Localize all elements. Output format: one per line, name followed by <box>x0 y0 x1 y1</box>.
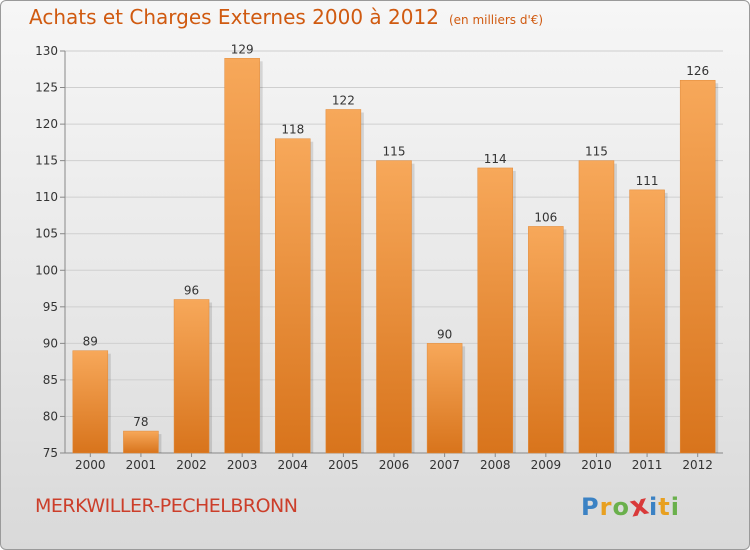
value-label-2009: 106 <box>534 210 557 224</box>
chart-title-text: Achats et Charges Externes 2000 à 2012 <box>29 5 439 29</box>
logo-letter: r <box>599 493 613 521</box>
value-label-2008: 114 <box>484 152 507 166</box>
x-tick-label-2002: 2002 <box>176 458 207 472</box>
x-tick-label-2004: 2004 <box>277 458 308 472</box>
y-tick-label: 100 <box>35 263 58 277</box>
bar-2005 <box>325 109 362 454</box>
value-label-2010: 115 <box>585 145 608 159</box>
value-label-2000: 89 <box>83 335 98 349</box>
y-tick-label: 125 <box>35 81 58 95</box>
x-tick-label-2009: 2009 <box>531 458 562 472</box>
logo-letter: o <box>612 493 630 521</box>
value-label-2007: 90 <box>437 327 452 341</box>
bar-2011 <box>629 189 665 454</box>
value-label-2003: 129 <box>231 42 254 56</box>
bar-2001 <box>123 430 159 454</box>
y-tick-label: 130 <box>35 44 58 58</box>
bar-2010 <box>578 160 615 454</box>
chart-title: Achats et Charges Externes 2000 à 2012 (e… <box>29 5 543 29</box>
y-tick-label: 85 <box>43 373 58 387</box>
bar-2006 <box>376 160 412 454</box>
logo-letter: i <box>649 493 659 521</box>
x-tick-label-2001: 2001 <box>126 458 157 472</box>
x-tick-label-2012: 2012 <box>682 458 713 472</box>
x-tick-label-2008: 2008 <box>480 458 511 472</box>
bar-2009 <box>528 226 564 454</box>
y-tick-label: 90 <box>43 336 58 350</box>
y-tick-label: 80 <box>43 409 58 423</box>
bar-2002 <box>173 299 210 454</box>
x-tick-label-2006: 2006 <box>379 458 410 472</box>
commune-name: MERKWILLER-PECHELBRONN <box>35 495 298 517</box>
value-label-2012: 126 <box>686 64 709 78</box>
value-label-2001: 78 <box>133 415 148 429</box>
proxiti-logo: Proxiti <box>581 487 680 523</box>
x-tick-label-2000: 2000 <box>75 458 106 472</box>
x-tick-label-2010: 2010 <box>581 458 612 472</box>
bar-2003 <box>224 58 260 454</box>
y-tick-label: 75 <box>43 446 58 460</box>
value-label-2005: 122 <box>332 93 355 107</box>
y-tick-label: 110 <box>35 190 58 204</box>
y-tick-label: 120 <box>35 117 58 131</box>
y-tick-label: 115 <box>35 154 58 168</box>
bar-2012 <box>679 79 716 454</box>
y-tick-label: 105 <box>35 227 58 241</box>
bar-2008 <box>477 167 513 454</box>
y-tick-label: 95 <box>43 300 58 314</box>
x-tick-label-2003: 2003 <box>227 458 258 472</box>
value-label-2004: 118 <box>281 123 304 137</box>
logo-letter: P <box>581 493 600 521</box>
x-tick-label-2011: 2011 <box>632 458 663 472</box>
x-tick-label-2007: 2007 <box>429 458 460 472</box>
bar-2007 <box>426 343 463 454</box>
logo-letter: t <box>658 493 671 521</box>
bar-2004 <box>275 138 311 454</box>
value-label-2011: 111 <box>636 174 659 188</box>
value-label-2002: 96 <box>184 284 199 298</box>
value-label-2006: 115 <box>383 145 406 159</box>
bar-2000 <box>72 350 109 454</box>
x-tick-label-2005: 2005 <box>328 458 359 472</box>
logo-letter: i <box>670 493 680 521</box>
chart-unit: (en milliers d'€) <box>448 13 544 27</box>
